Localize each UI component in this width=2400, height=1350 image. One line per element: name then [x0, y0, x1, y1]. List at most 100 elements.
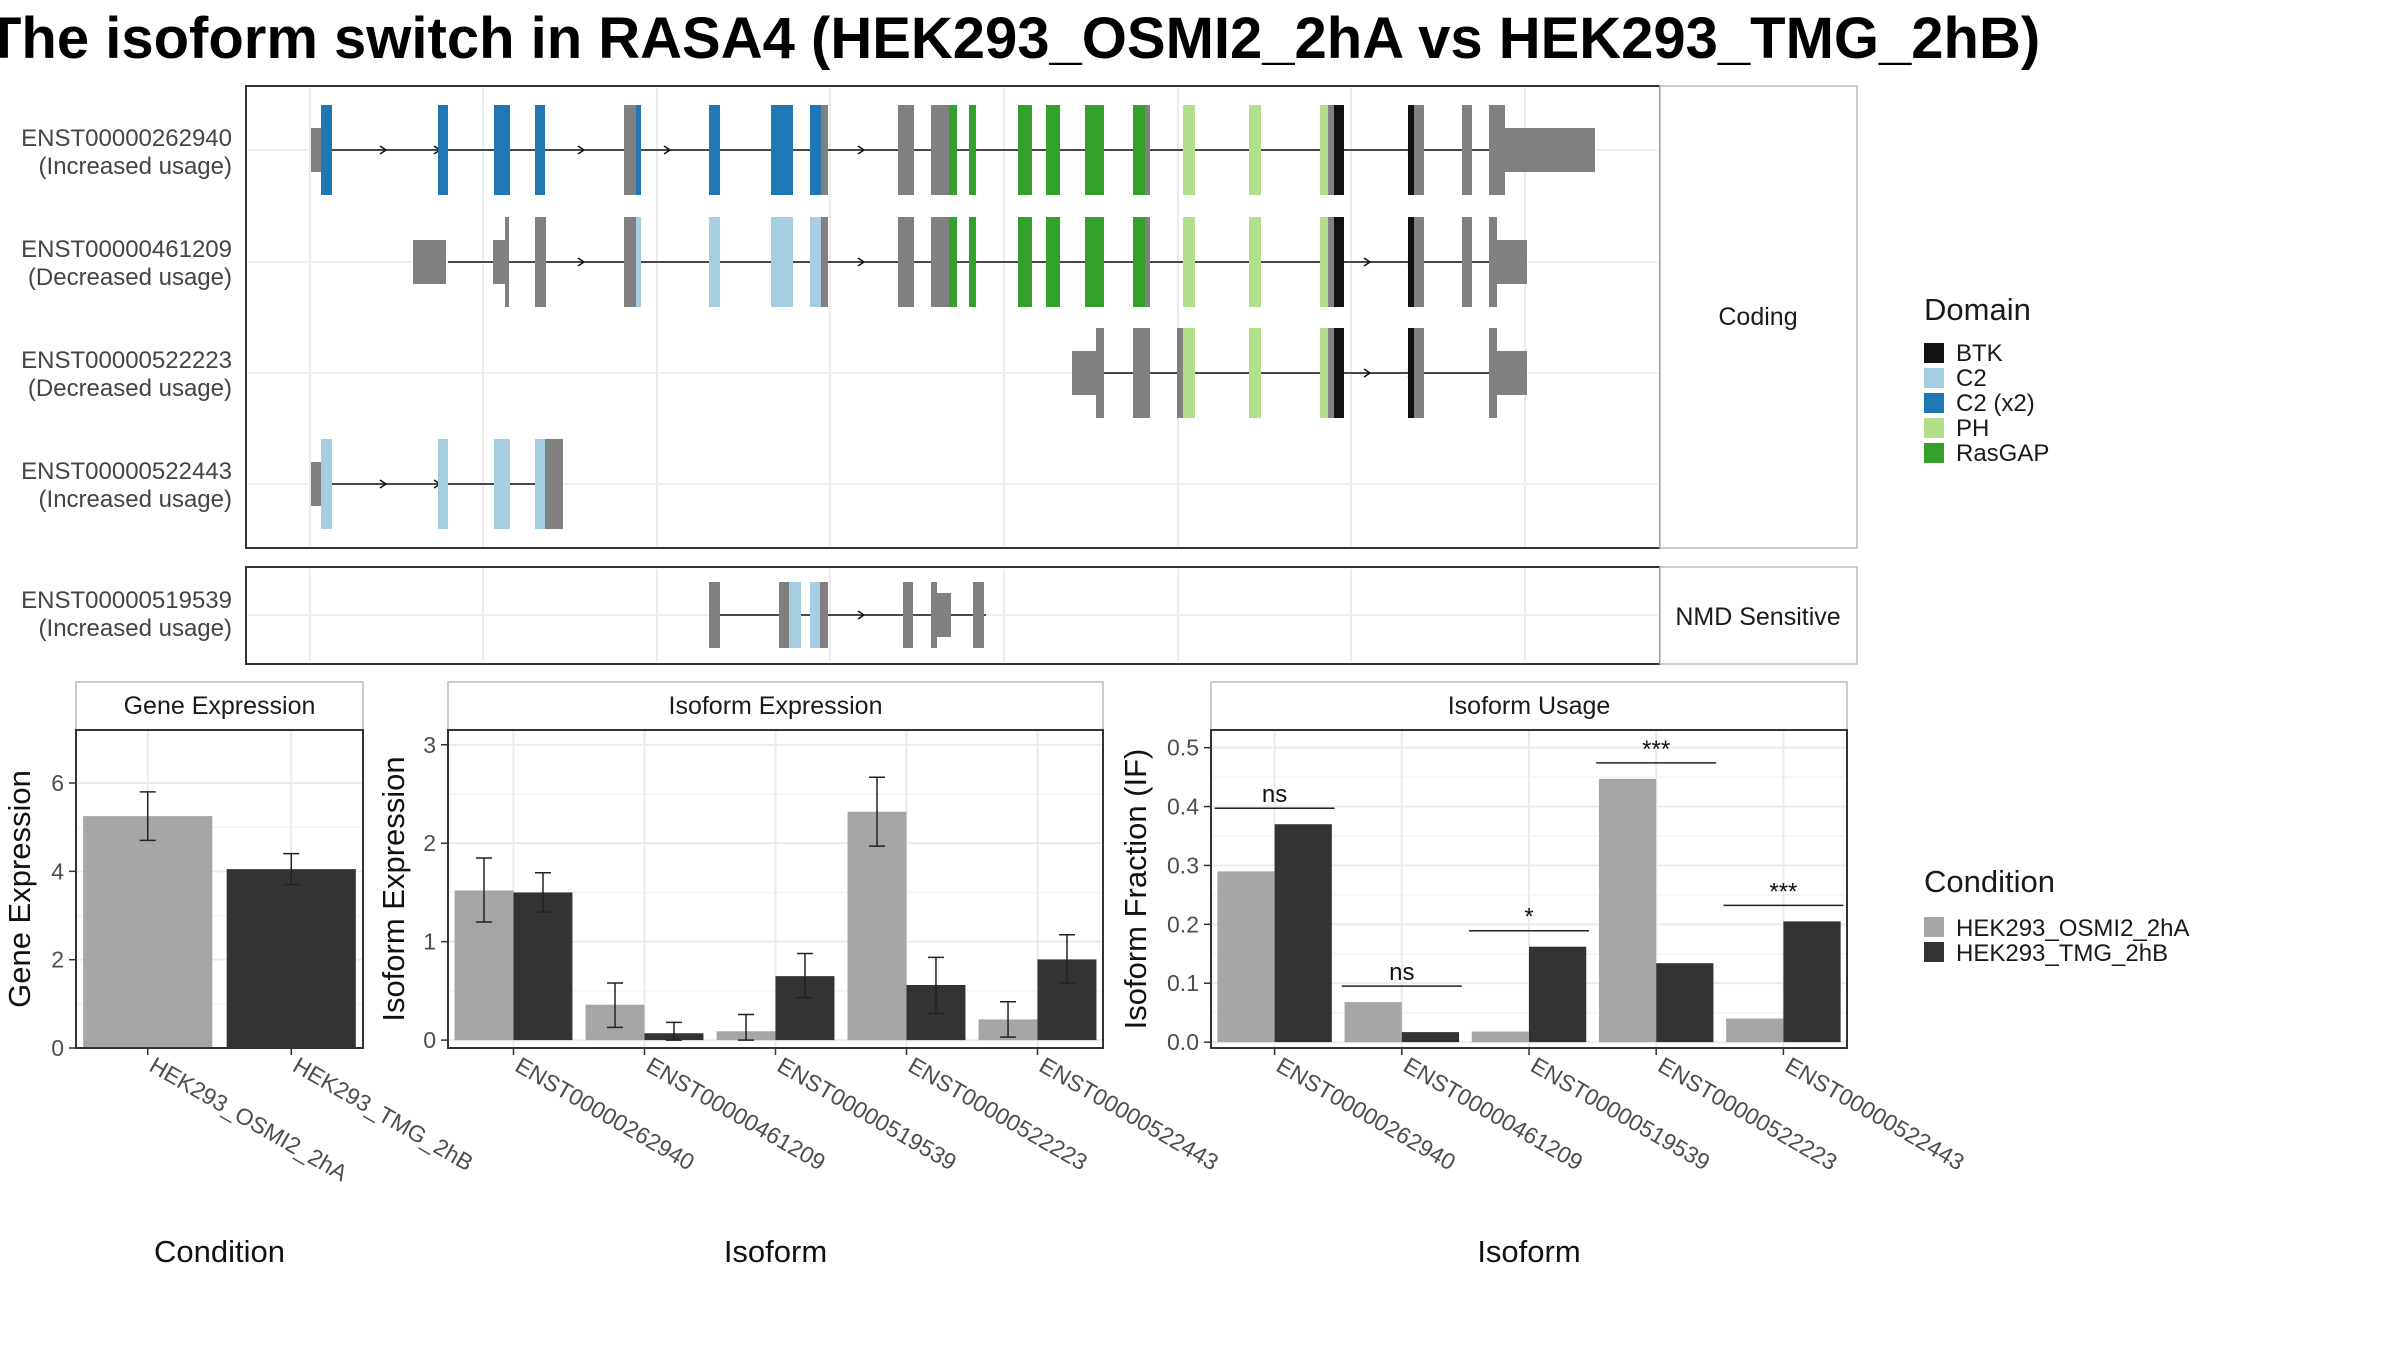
- exon-segment: [535, 217, 546, 307]
- bar: [1726, 1018, 1784, 1043]
- exon-segment: [1133, 105, 1145, 195]
- domain-legend: Domain BTK C2 C2 (x2) PH RasGAP: [1924, 292, 2049, 467]
- exon-segment: [1497, 351, 1527, 395]
- transcript-label-usage: (Increased usage): [39, 153, 232, 180]
- exon-segment: [1085, 105, 1104, 195]
- chart-title: Isoform Expression: [669, 692, 883, 720]
- exon-segment: [321, 105, 332, 195]
- exon-segment: [1320, 328, 1328, 418]
- condition-legend-title: Condition: [1924, 864, 2055, 899]
- exon-segment: [898, 217, 914, 307]
- exon-segment: [709, 217, 720, 307]
- exon-segment: [1018, 105, 1032, 195]
- exon-segment: [1145, 217, 1150, 307]
- exon-segment: [1072, 351, 1096, 395]
- exon-segment: [1249, 217, 1261, 307]
- transcript-label-usage: (Increased usage): [39, 486, 232, 513]
- bar: [226, 869, 356, 1048]
- bar: [1274, 824, 1332, 1043]
- exon-segment: [1505, 128, 1595, 172]
- transcript-label-usage: (Decreased usage): [28, 375, 232, 402]
- chart-title-strip: [75, 681, 364, 731]
- exon-segment: [931, 217, 949, 307]
- exon-segment: [1249, 328, 1261, 418]
- strand-arrow: [1363, 368, 1372, 378]
- exon-segment: [1414, 105, 1424, 195]
- exon-segment: [821, 217, 828, 307]
- transcript-label-id: ENST00000461209: [21, 236, 232, 263]
- exon-segment: [438, 439, 448, 529]
- transcript-label-usage: (Increased usage): [39, 615, 232, 642]
- y-tick-label: 0.3: [1167, 852, 1199, 878]
- strand-arrow: [379, 479, 388, 489]
- chart-isoform-expression: Isoform Expression0123ENST00000262940ENS…: [376, 681, 1223, 1269]
- exon-segment: [636, 217, 641, 307]
- exon-segment: [505, 217, 509, 307]
- strand-arrow: [663, 145, 672, 155]
- y-tick-label: 3: [423, 732, 436, 758]
- facet-label-nmd: NMD Sensitive: [1675, 603, 1840, 631]
- exon-segment: [311, 128, 321, 172]
- y-tick-label: 4: [51, 858, 64, 884]
- legend-label-c2: C2: [1956, 365, 1987, 392]
- significance-label: ***: [1769, 878, 1797, 905]
- y-tick-label: 0: [51, 1035, 64, 1061]
- exon-segment: [1334, 105, 1344, 195]
- exon-segment: [771, 217, 793, 307]
- exon-segment: [1408, 328, 1414, 418]
- exon-segment: [1328, 105, 1334, 195]
- exon-segment: [535, 105, 545, 195]
- transcript-label-usage: (Decreased usage): [28, 264, 232, 291]
- exon-segment: [1018, 217, 1032, 307]
- exon-segment: [1177, 328, 1183, 418]
- exon-segment: [1334, 217, 1344, 307]
- bar: [847, 811, 907, 1041]
- exon-segment: [1489, 328, 1497, 418]
- legend-label-rasgap: RasGAP: [1956, 440, 2049, 467]
- exon-segment: [779, 582, 789, 648]
- exon-segment: [624, 217, 636, 307]
- y-tick-label: 0.5: [1167, 735, 1199, 761]
- exon-segment: [545, 439, 563, 529]
- legend-key-btk: [1924, 343, 1944, 363]
- exon-segment: [1183, 105, 1195, 195]
- exon-segment: [1414, 217, 1424, 307]
- exon-segment: [709, 582, 720, 648]
- legend-key-c2x2: [1924, 393, 1944, 413]
- exon-segment: [636, 105, 641, 195]
- transcript-structure-panels: Coding NMD Sensitive ENST00000262940 (In…: [21, 85, 1858, 665]
- y-axis-title: Isoform Fraction (IF): [1118, 749, 1153, 1030]
- exon-segment: [1320, 105, 1328, 195]
- exon-segment: [1489, 105, 1505, 195]
- exon-segment: [413, 240, 446, 284]
- domain-legend-title: Domain: [1924, 292, 2031, 327]
- legend-label-btk: BTK: [1956, 340, 2003, 367]
- exon-segment: [821, 105, 828, 195]
- transcript-label-id: ENST00000522223: [21, 347, 232, 374]
- exon-segment: [1328, 328, 1334, 418]
- exon-segment: [1462, 217, 1472, 307]
- exon-segment: [1096, 328, 1104, 418]
- exon-segment: [1320, 217, 1328, 307]
- exon-segment: [937, 593, 951, 637]
- figure-title: The isoform switch in RASA4 (HEK293_OSMI…: [0, 6, 2040, 71]
- transcript-label-id: ENST00000519539: [21, 587, 232, 614]
- bar: [1217, 871, 1275, 1043]
- condition-legend: Condition HEK293_OSMI2_2hA HEK293_TMG_2h…: [1924, 864, 2189, 967]
- facet-label-coding: Coding: [1718, 303, 1797, 331]
- transcript-label-id: ENST00000262940: [21, 125, 232, 152]
- plot-border: [75, 729, 364, 1049]
- exon-segment: [898, 105, 914, 195]
- legend-key-osmi2: [1924, 917, 1944, 937]
- exon-segment: [1249, 105, 1261, 195]
- exon-segment: [1328, 217, 1334, 307]
- exon-segment: [494, 439, 510, 529]
- y-tick-label: 1: [423, 929, 436, 955]
- bar: [1598, 778, 1657, 1043]
- exon-segment: [1497, 240, 1527, 284]
- significance-label: ns: [1389, 959, 1414, 986]
- y-tick-label: 6: [51, 770, 64, 796]
- y-tick-label: 2: [423, 830, 436, 856]
- nmd-strip: [1659, 566, 1858, 665]
